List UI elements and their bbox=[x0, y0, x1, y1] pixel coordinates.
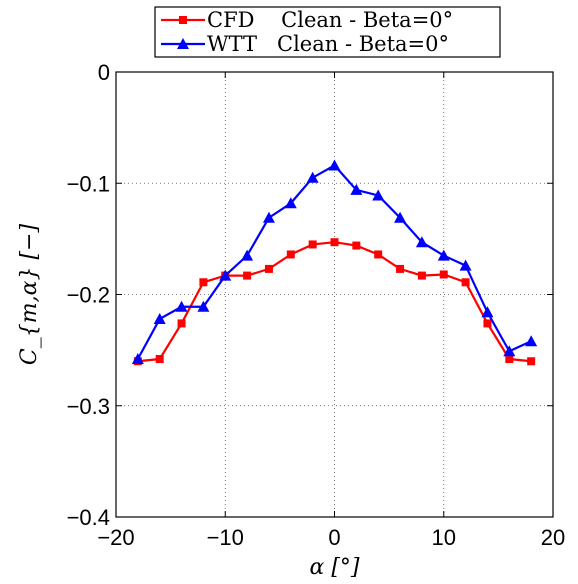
data-point bbox=[155, 355, 164, 364]
grid bbox=[116, 72, 553, 517]
data-point bbox=[437, 249, 450, 261]
data-point bbox=[262, 211, 275, 223]
data-point bbox=[197, 300, 210, 312]
x-tick-label: −10 bbox=[207, 525, 244, 550]
data-point bbox=[394, 211, 407, 223]
data-point bbox=[286, 250, 295, 259]
data-point bbox=[153, 312, 166, 324]
data-point bbox=[352, 241, 361, 250]
legend-label: CFD Clean - Beta=0° bbox=[207, 8, 453, 32]
data-point bbox=[177, 38, 189, 49]
data-point bbox=[481, 306, 494, 318]
data-point bbox=[439, 270, 448, 279]
legend-entries: CFD Clean - Beta=0°WTT Clean - Beta=0° bbox=[161, 8, 453, 56]
series-triangle bbox=[131, 159, 538, 365]
data-point bbox=[415, 236, 428, 248]
data-point bbox=[264, 264, 273, 273]
data-point bbox=[330, 238, 339, 247]
data-point bbox=[175, 300, 188, 312]
plot-frame bbox=[115, 71, 554, 518]
data-point bbox=[131, 353, 144, 365]
data-point bbox=[243, 271, 252, 280]
data-point bbox=[459, 259, 472, 271]
data-point bbox=[527, 357, 536, 366]
legend: CFD Clean - Beta=0°WTT Clean - Beta=0° bbox=[154, 6, 501, 58]
data-point bbox=[483, 319, 492, 328]
data-point bbox=[350, 183, 363, 195]
y-tick-label: 0 bbox=[98, 60, 110, 85]
legend-entry: CFD Clean - Beta=0° bbox=[161, 8, 453, 32]
x-tick-label: 0 bbox=[328, 525, 340, 550]
y-tick-label: −0.1 bbox=[67, 171, 110, 196]
x-tick-label: 10 bbox=[432, 525, 456, 550]
y-tick-label: −0.2 bbox=[67, 283, 110, 308]
x-axis-label: α [°] bbox=[309, 555, 359, 580]
y-tick-label: −0.4 bbox=[67, 505, 110, 530]
data-point bbox=[177, 319, 186, 328]
data-point bbox=[505, 355, 514, 364]
data-point bbox=[374, 250, 383, 259]
data-point bbox=[308, 240, 317, 249]
y-axis-label-text: C_{m,α} [−] bbox=[17, 224, 42, 366]
data-point bbox=[284, 197, 297, 209]
y-axis-label: C_{m,α} [−] bbox=[17, 224, 42, 366]
data-point bbox=[241, 249, 254, 261]
data-point bbox=[372, 189, 385, 201]
data-point bbox=[199, 278, 208, 287]
series-layer bbox=[131, 159, 538, 366]
tick-labels: −20 −10 0 10 20 0 −0.1 −0.2 −0.3 −0.4 bbox=[67, 60, 566, 550]
data-point bbox=[525, 335, 538, 347]
data-point bbox=[503, 345, 516, 357]
ticks bbox=[115, 71, 554, 518]
data-point bbox=[179, 16, 187, 24]
data-point bbox=[306, 171, 319, 183]
series-line bbox=[136, 164, 532, 360]
x-axis-label-text: α [°] bbox=[309, 555, 359, 580]
data-point bbox=[461, 278, 470, 287]
data-point bbox=[417, 271, 426, 280]
y-tick-label: −0.3 bbox=[67, 394, 110, 419]
series-square bbox=[133, 238, 536, 366]
legend-label: WTT Clean - Beta=0° bbox=[207, 32, 449, 56]
data-point bbox=[219, 269, 232, 281]
data-point bbox=[396, 264, 405, 273]
legend-entry: WTT Clean - Beta=0° bbox=[161, 32, 449, 56]
x-tick-label: −20 bbox=[97, 525, 134, 550]
x-tick-label: 20 bbox=[541, 525, 565, 550]
data-point bbox=[328, 159, 341, 171]
legend-box bbox=[154, 6, 501, 58]
